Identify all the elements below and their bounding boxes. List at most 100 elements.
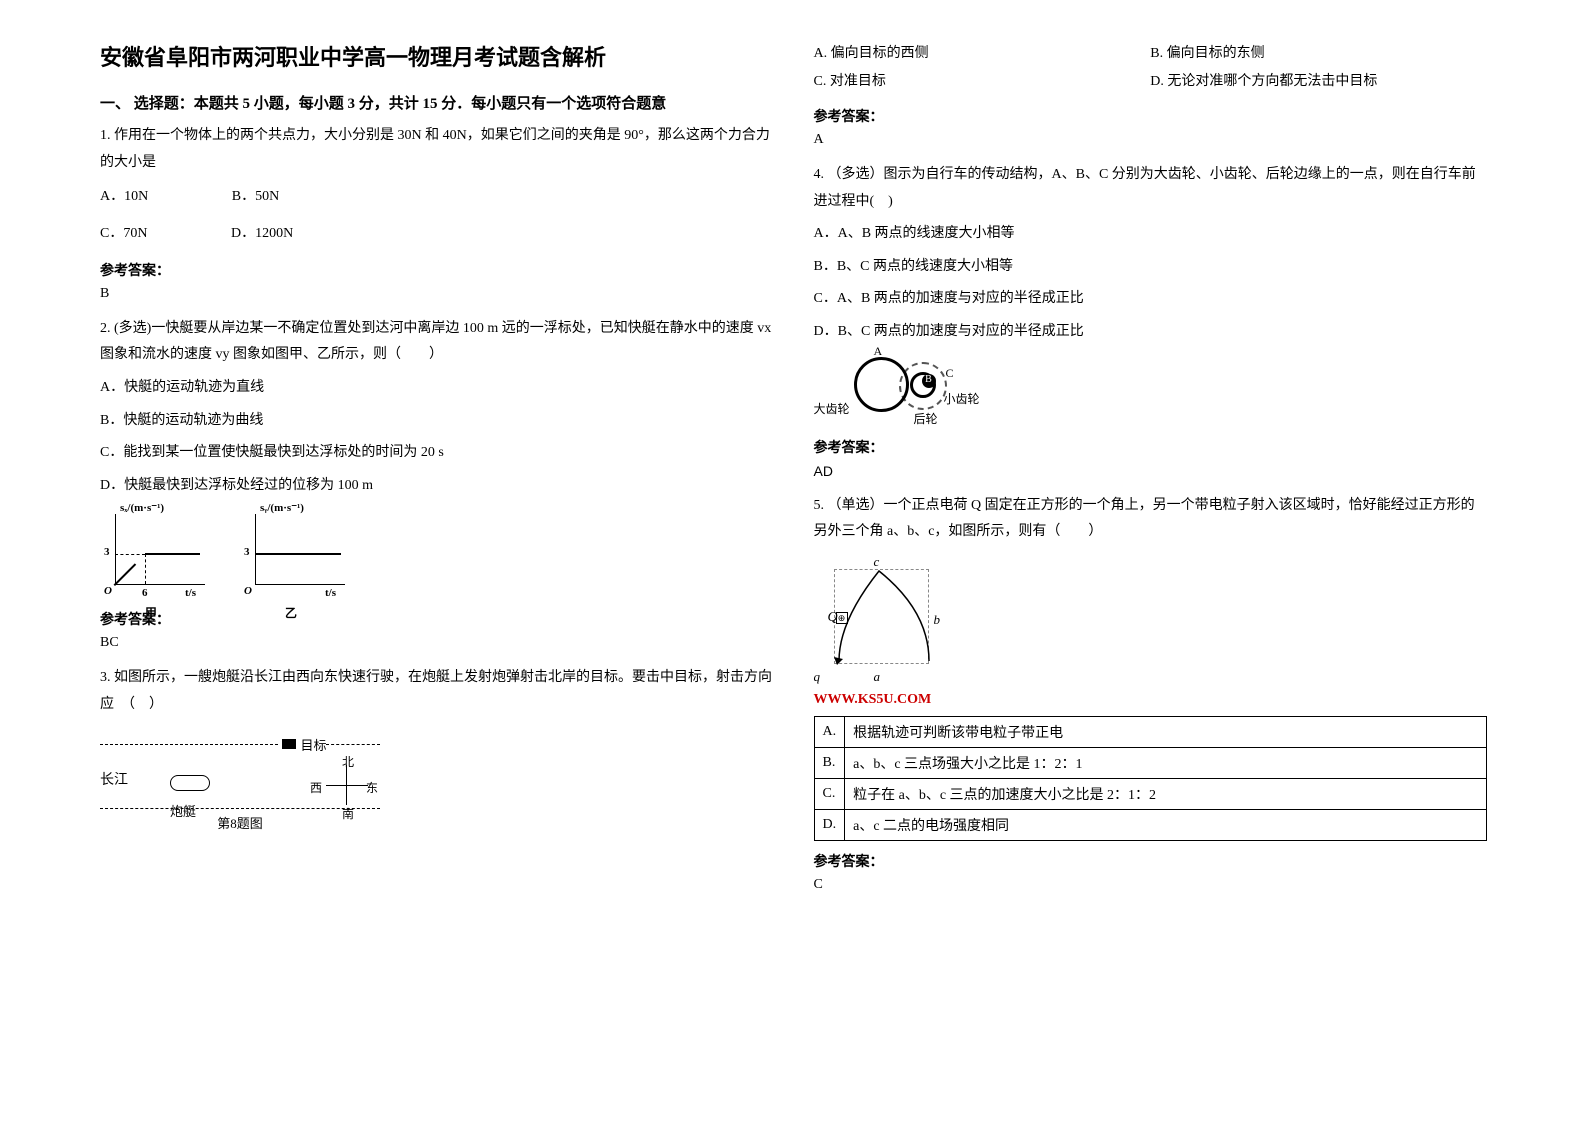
q2-opt-d: D．快艇最快到达浮标处经过的位移为 100 m — [100, 473, 774, 500]
q5-ans-label: 参考答案： — [814, 851, 1488, 871]
q1-ans: B — [100, 286, 774, 302]
compass-icon: 北 南 西 东 — [316, 757, 380, 817]
q1-opt-b: B．50N — [232, 182, 279, 213]
table-row: B.a、b、c 三点场强大小之比是 1：2：1 — [814, 747, 1487, 778]
boat-icon — [170, 775, 210, 791]
graph1-sub: 甲 — [145, 604, 157, 621]
q4-ans: AD — [814, 463, 1488, 479]
q2-opt-b: B．快艇的运动轨迹为曲线 — [100, 408, 774, 435]
q4-gear-figure: A B C 大齿轮 小齿轮 后轮 — [814, 352, 994, 427]
opt-key: A. — [814, 716, 845, 747]
q3-opt-a: A. 偏向目标的西侧 — [814, 40, 1151, 68]
cross-h-icon — [326, 785, 368, 786]
axis-x-icon — [255, 584, 345, 585]
q1-ans-label: 参考答案： — [100, 260, 774, 280]
q5-ans: C — [814, 877, 1488, 893]
axis-x-icon — [115, 584, 205, 585]
table-row: C.粒子在 a、b、c 三点的加速度大小之比是 2：1：2 — [814, 778, 1487, 809]
compass-e: 东 — [366, 779, 378, 796]
graph1-xtick: 6 — [142, 587, 148, 599]
q1-opt-c: C．70N — [100, 219, 147, 250]
dashline-icon — [326, 744, 380, 745]
q4-stem: 4. （多选）图示为自行车的传动结构，A、B、C 分别为大齿轮、小齿轮、后轮边缘… — [814, 162, 1488, 215]
q3-ans-label: 参考答案： — [814, 106, 1488, 126]
q4-ans-label: 参考答案： — [814, 437, 1488, 457]
opt-key: B. — [814, 747, 845, 778]
graph1-xunit: t/s — [185, 587, 196, 599]
q4-opt-a: A．A、B 两点的线速度大小相等 — [814, 221, 1488, 248]
q3-ans: A — [814, 132, 1488, 148]
q-label: Q — [828, 610, 838, 626]
q4-opt-d: D．B、C 两点的加速度与对应的半径成正比 — [814, 319, 1488, 346]
table-row: A.根据轨迹可判断该带电粒子带正电 — [814, 716, 1487, 747]
graph-jia: sₓ/(m·s⁻¹) 3 O 6 t/s 甲 — [100, 509, 210, 599]
compass-n: 北 — [342, 753, 354, 770]
graph1-origin: O — [104, 585, 112, 597]
dash-h-icon — [115, 554, 145, 555]
q-small-label: q — [814, 669, 821, 685]
q2-opt-c: C．能找到某一位置使快艇最快到达浮标处的时间为 20 s — [100, 440, 774, 467]
q3-opt-d: D. 无论对准哪个方向都无法击中目标 — [1150, 68, 1487, 96]
compass-w: 西 — [310, 779, 322, 796]
q3-opt-c: C. 对准目标 — [814, 68, 1151, 96]
q3-figure: 目标 长江 北 南 西 东 炮艇 第8题图 — [100, 729, 380, 838]
b-label: b — [934, 612, 941, 628]
compass-s: 南 — [342, 805, 354, 822]
section-1-title: 一、 选择题：本题共 5 小题，每小题 3 分，共计 15 分．每小题只有一个选… — [100, 92, 774, 113]
dashline-icon — [100, 744, 278, 745]
dash-v-icon — [145, 554, 146, 584]
graph2-ylabel: sᵧ/(m·s⁻¹) — [260, 501, 304, 514]
q1-stem: 1. 作用在一个物体上的两个共点力，大小分别是 30N 和 40N，如果它们之间… — [100, 123, 774, 176]
opt-key: C. — [814, 778, 845, 809]
small-gear-label: 小齿轮 — [944, 390, 980, 407]
opt-text: a、c 二点的电场强度相同 — [845, 809, 1487, 840]
q1-opts-cd: C．70N D．1200N — [100, 219, 774, 250]
river-label: 长江 — [100, 769, 128, 789]
const-line-icon — [256, 553, 341, 555]
q3-stem: 3. 如图所示，一艘炮艇沿长江由西向东快速行驶，在炮艇上发射炮弹射击北岸的目标。… — [100, 665, 774, 718]
axis-y-icon — [115, 514, 116, 584]
graph2-origin: O — [244, 585, 252, 597]
boat-label: 炮艇 — [170, 801, 196, 820]
opt-text: a、b、c 三点场强大小之比是 1：2：1 — [845, 747, 1487, 778]
graph2-ytick: 3 — [244, 546, 250, 558]
q3-opts: A. 偏向目标的西侧 B. 偏向目标的东侧 C. 对准目标 D. 无论对准哪个方… — [814, 40, 1488, 96]
page-title: 安徽省阜阳市两河职业中学高一物理月考试题含解析 — [100, 40, 774, 72]
q2-stem: 2. (多选)一快艇要从岸边某一不确定位置处到达河中离岸边 100 m 远的一浮… — [100, 316, 774, 369]
q3-opt-b: B. 偏向目标的东侧 — [1150, 40, 1487, 68]
label-c: C — [946, 366, 954, 381]
q1-opts-ab: A．10N B．50N — [100, 182, 774, 213]
arc-icon — [834, 566, 934, 666]
label-a: A — [874, 344, 883, 359]
opt-text: 根据轨迹可判断该带电粒子带正电 — [845, 716, 1487, 747]
graph2-xunit: t/s — [325, 587, 336, 599]
label-b: B — [922, 374, 936, 388]
q4-opt-b: B．B、C 两点的线速度大小相等 — [814, 254, 1488, 281]
right-column: A. 偏向目标的西侧 B. 偏向目标的东侧 C. 对准目标 D. 无论对准哪个方… — [794, 40, 1508, 1082]
wheel-label: 后轮 — [914, 410, 938, 427]
opt-key: D. — [814, 809, 845, 840]
q2-ans: BC — [100, 635, 774, 651]
opt-text: 粒子在 a、b、c 三点的加速度大小之比是 2：1：2 — [845, 778, 1487, 809]
q5-stem: 5. （单选）一个正点电荷 Q 固定在正方形的一个角上，另一个带电粒子射入该区域… — [814, 493, 1488, 546]
flat-line-icon — [145, 553, 200, 555]
q1-opt-d: D．1200N — [231, 219, 293, 250]
a-label: a — [874, 669, 881, 685]
target-label: 目标 — [300, 735, 326, 754]
big-gear-icon — [854, 357, 909, 412]
q2-graphs: sₓ/(m·s⁻¹) 3 O 6 t/s 甲 sᵧ/(m·s⁻¹) 3 O t/… — [100, 509, 774, 599]
c-label: c — [874, 554, 880, 570]
q4-opt-c: C．A、B 两点的加速度与对应的半径成正比 — [814, 286, 1488, 313]
q5-options-table: A.根据轨迹可判断该带电粒子带正电 B.a、b、c 三点场强大小之比是 1：2：… — [814, 716, 1488, 841]
graph1-ytick: 3 — [104, 546, 110, 558]
big-gear-label: 大齿轮 — [814, 400, 850, 417]
graph1-ylabel: sₓ/(m·s⁻¹) — [120, 501, 164, 514]
table-row: D.a、c 二点的电场强度相同 — [814, 809, 1487, 840]
target-icon — [282, 739, 296, 749]
q2-ans-label: 参考答案： — [100, 609, 774, 629]
q2-opt-a: A．快艇的运动轨迹为直线 — [100, 375, 774, 402]
watermark: WWW.KS5U.COM — [814, 692, 1488, 708]
graph2-sub: 乙 — [285, 604, 297, 621]
graph-yi: sᵧ/(m·s⁻¹) 3 O t/s 乙 — [240, 509, 350, 599]
q1-opt-a: A．10N — [100, 182, 148, 213]
